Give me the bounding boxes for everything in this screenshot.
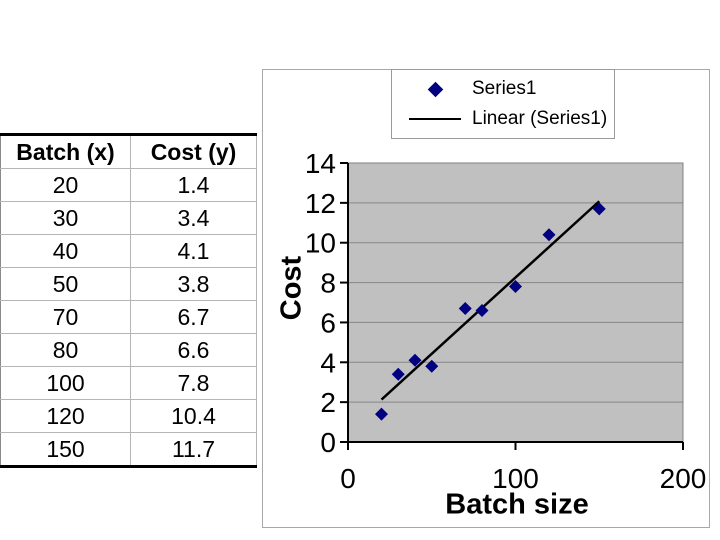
table-cell: 3.4 (130, 201, 257, 235)
table-cell: 120 (0, 399, 131, 433)
y-tick-label: 14 (305, 148, 336, 179)
table-cell: 3.8 (130, 267, 257, 301)
table-cell: 6.7 (130, 300, 257, 334)
table-row: 30 3.4 (0, 201, 257, 235)
table-cell: 30 (0, 201, 131, 235)
y-tick-label: 0 (320, 427, 336, 458)
table-row: 20 1.4 (0, 168, 257, 202)
data-point-diamond (542, 228, 556, 242)
table-row: 40 4.1 (0, 234, 257, 268)
table-header-cell: Batch (x) (0, 134, 131, 169)
table-cell: 7.8 (130, 366, 257, 400)
data-point-diamond (592, 202, 606, 216)
table-cell: 100 (0, 366, 131, 400)
data-point-diamond (509, 280, 522, 294)
x-tick-label: 200 (660, 463, 707, 494)
plot-area-svg: 0 2 4 6 8 10 12 14 0 100 200 (305, 148, 707, 494)
batch-cost-table: Batch (x) Cost (y) 20 1.4 30 3.4 40 4.1 50 3.8 70… (0, 133, 257, 468)
trendline-marker-icon (409, 118, 461, 120)
data-point-diamond (475, 303, 489, 317)
data-point-diamond (375, 407, 388, 421)
table-cell: 10.4 (130, 399, 257, 433)
table-cell: 150 (0, 432, 131, 467)
table-row: 150 11.7 (0, 432, 257, 467)
y-tick-label: 2 (320, 387, 336, 418)
data-point-diamond (458, 301, 472, 315)
scatter-chart: 0 2 4 6 8 10 12 14 0 100 200 Cost Batch size Serie… (262, 69, 710, 528)
table-row: 70 6.7 (0, 300, 257, 334)
table-cell: 40 (0, 234, 131, 268)
data-point-diamond (425, 359, 439, 373)
table-cell: 50 (0, 267, 131, 301)
table-row: 50 3.8 (0, 267, 257, 301)
y-tick-label: 4 (320, 347, 336, 378)
trendline (380, 200, 601, 401)
data-point-diamond (408, 353, 422, 367)
x-tick-label: 0 (340, 463, 356, 494)
legend-item-series1: Series1 (392, 77, 614, 101)
y-tick-label: 6 (320, 307, 336, 338)
table-cell: 1.4 (130, 168, 257, 202)
table-header-row: Batch (x) Cost (y) (0, 134, 257, 169)
legend-item-linear: Linear (Series1) (392, 107, 614, 131)
chart-legend: Series1 Linear (Series1) (391, 69, 615, 139)
table-cell: 6.6 (130, 333, 257, 367)
legend-label-linear: Linear (Series1) (472, 108, 608, 129)
y-tick-label: 10 (305, 228, 336, 259)
table-row: 80 6.6 (0, 333, 257, 367)
table-header-cell: Cost (y) (130, 134, 257, 169)
plot-background (348, 163, 683, 442)
data-point-diamond (391, 367, 405, 381)
table-row: 100 7.8 (0, 366, 257, 400)
x-tick-label: 100 (492, 463, 539, 494)
table-cell: 80 (0, 333, 131, 367)
table-cell: 20 (0, 168, 131, 202)
table-body: 20 1.4 30 3.4 40 4.1 50 3.8 70 6.7 80 6.6 100 7.8 120 1… (0, 168, 257, 467)
y-tick-label: 8 (320, 268, 336, 299)
table-cell: 4.1 (130, 234, 257, 268)
table-cell: 70 (0, 300, 131, 334)
y-axis-title: Cost (275, 255, 308, 321)
x-axis-title: Batch size (445, 488, 589, 521)
diamond-marker-icon (427, 81, 443, 97)
legend-label-series1: Series1 (472, 78, 537, 99)
table-cell: 11.7 (171, 435, 216, 462)
y-tick-label: 12 (305, 188, 336, 219)
table-row: 120 10.4 (0, 399, 257, 433)
batch-cost-table-container: Batch (x) Cost (y) 20 1.4 30 3.4 40 4.1 50 3.8 70… (0, 133, 257, 468)
